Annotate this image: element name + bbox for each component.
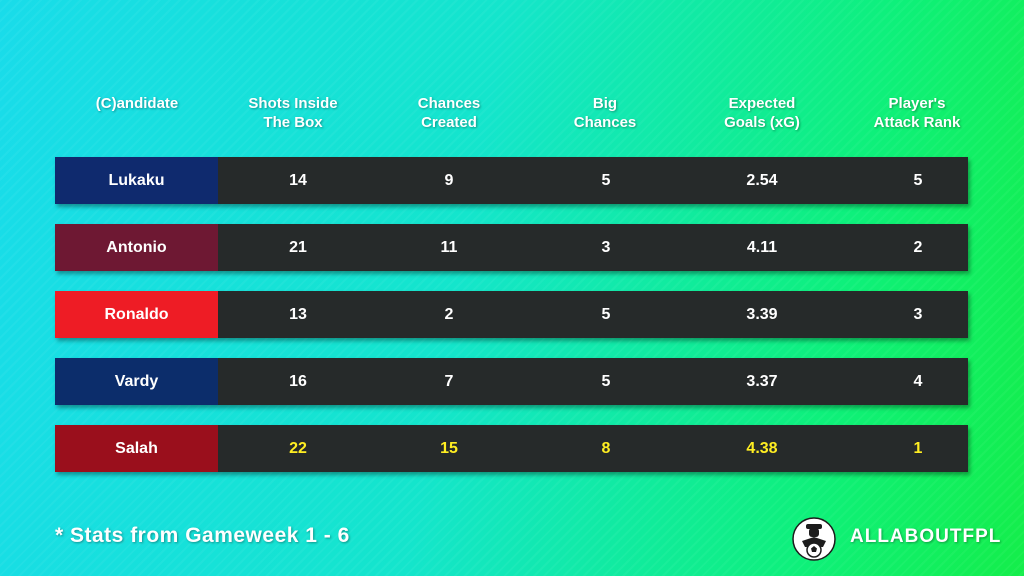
stat-value: 4.11 [746, 239, 778, 256]
player-name: Salah [55, 425, 218, 472]
table-row: Antonio 21 11 3 4.11 2 [55, 224, 968, 271]
player-name: Vardy [55, 358, 218, 405]
table-header: (C)andidate Shots Inside The Box Chances… [0, 94, 1024, 138]
player-name: Ronaldo [55, 291, 218, 338]
stat-value: 2 [913, 239, 923, 256]
footnote: * Stats from Gameweek 1 - 6 [55, 524, 350, 547]
stat-value: 2 [444, 306, 454, 323]
table-row: Salah 22 15 8 4.38 1 [55, 425, 968, 472]
table-row: Ronaldo 13 2 5 3.39 3 [55, 291, 968, 338]
stat-value: 5 [601, 172, 611, 189]
stat-value: 3.37 [746, 373, 778, 390]
stat-value: 21 [289, 239, 307, 256]
header-chances-created: Chances Created [417, 95, 481, 131]
brand-name: ALLABOUTFPL [850, 526, 1002, 547]
header-expected-goals: Expected Goals (xG) [724, 95, 800, 131]
stat-value: 15 [440, 440, 458, 457]
header-candidate: (C)andidate [95, 95, 179, 112]
player-name: Lukaku [55, 157, 218, 204]
stat-value: 4 [913, 373, 923, 390]
stat-value: 3.39 [746, 306, 778, 323]
header-shots-inside-box: Shots Inside The Box [248, 95, 338, 131]
header-big-chances: Big Chances [573, 95, 637, 131]
player-name: Antonio [55, 224, 218, 271]
stat-value: 13 [289, 306, 307, 323]
stat-value: 4.38 [746, 440, 778, 457]
stat-value: 16 [289, 373, 307, 390]
stat-value: 1 [913, 440, 923, 457]
stat-value: 7 [444, 373, 454, 390]
stat-value: 5 [601, 373, 611, 390]
stat-value: 3 [913, 306, 923, 323]
header-attack-rank: Player's Attack Rank [873, 95, 961, 131]
stat-value: 22 [289, 440, 307, 457]
stat-value: 5 [913, 172, 923, 189]
stat-value: 14 [289, 172, 307, 189]
stat-value: 8 [601, 440, 611, 457]
stat-value: 5 [601, 306, 611, 323]
stat-value: 9 [444, 172, 454, 189]
stat-value: 11 [440, 239, 458, 256]
football-player-logo-icon [792, 517, 836, 561]
table-row: Lukaku 14 9 5 2.54 5 [55, 157, 968, 204]
stat-value: 2.54 [746, 172, 778, 189]
table-row: Vardy 16 7 5 3.37 4 [55, 358, 968, 405]
stat-value: 3 [601, 239, 611, 256]
